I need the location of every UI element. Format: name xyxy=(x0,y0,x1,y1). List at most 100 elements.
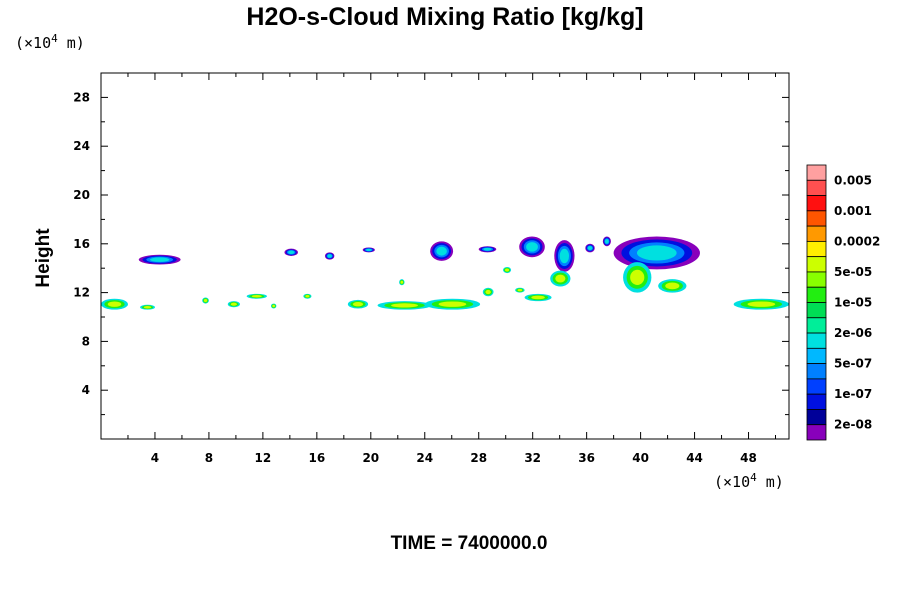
cloud-contour xyxy=(526,242,538,252)
x-tick-label: 48 xyxy=(740,451,757,465)
colorbar: 0.005 0.001 0.0002 5e-05 1e-05 2e-06 5e-07 1e-0… xyxy=(806,164,880,441)
colorbar-swatch xyxy=(806,347,827,365)
x-tick-label: 40 xyxy=(632,451,649,465)
colorbar-swatch xyxy=(806,363,827,380)
cloud-contour xyxy=(438,301,467,307)
colorbar-swatch xyxy=(806,424,827,441)
cloud-contour xyxy=(391,303,419,308)
cloud-feature-6 xyxy=(478,246,497,253)
cloud-contour xyxy=(143,306,152,309)
cloud-feature-18 xyxy=(202,297,209,304)
cloud-feature-27 xyxy=(515,287,525,293)
cloud-feature-2 xyxy=(284,248,298,256)
cloud-feature-7 xyxy=(519,236,545,258)
cloud-feature-24 xyxy=(377,301,432,310)
cloud-feature-11 xyxy=(613,236,700,270)
cloud-contour xyxy=(587,246,593,251)
colorbar-label: 0.005 xyxy=(834,173,872,187)
colorbar-swatch xyxy=(806,378,827,395)
cloud-feature-8 xyxy=(554,240,575,272)
cloud-contour xyxy=(505,268,510,272)
y-tick-label: 20 xyxy=(73,188,90,202)
colorbar-swatch xyxy=(806,393,827,410)
y-tick-label: 8 xyxy=(82,334,90,348)
colorbar-label: 2e-08 xyxy=(834,418,872,432)
cloud-contour xyxy=(436,246,447,256)
cloud-contour xyxy=(288,250,295,255)
colorbar-label: 5e-07 xyxy=(834,357,872,371)
cloud-contour xyxy=(305,295,310,298)
cloud-contour xyxy=(559,248,570,264)
cloud-feature-17 xyxy=(140,304,155,310)
colorbar-swatch xyxy=(806,240,827,258)
cloud-contour xyxy=(665,282,680,290)
cloud-contour xyxy=(747,301,776,307)
cloud-contour xyxy=(272,304,276,308)
cloud-feature-25 xyxy=(424,298,481,310)
y-tick-label: 12 xyxy=(73,286,90,300)
y-axis-label: Height xyxy=(33,228,54,288)
cloud-feature-26 xyxy=(482,287,494,297)
colorbar-label: 5e-05 xyxy=(834,265,872,279)
y-unit-label: (×104 m) xyxy=(15,32,85,52)
colorbar-label: 0.0002 xyxy=(834,234,880,248)
cloud-contour xyxy=(400,280,404,284)
cloud-feature-19 xyxy=(227,301,240,308)
y-tick-label: 28 xyxy=(73,90,90,104)
cloud-contour xyxy=(107,301,122,307)
x-tick-label: 16 xyxy=(308,451,325,465)
y-tick-label: 16 xyxy=(73,237,90,251)
cloud-contour xyxy=(150,257,170,262)
colorbar-swatch xyxy=(806,271,827,288)
cloud-feature-1 xyxy=(138,254,181,265)
y-tick-label: 24 xyxy=(73,139,90,153)
x-tick-label: 24 xyxy=(416,451,433,465)
cloud-contour xyxy=(605,239,609,244)
cloud-contour xyxy=(352,302,364,307)
x-tick-label: 20 xyxy=(362,451,379,465)
cloud-field-layer xyxy=(101,236,789,310)
x-tick-label: 12 xyxy=(255,451,272,465)
cloud-contour xyxy=(485,289,491,295)
cloud-contour xyxy=(630,269,645,285)
cloud-feature-5 xyxy=(430,241,454,261)
cloud-feature-20 xyxy=(246,293,267,299)
cloud-contour xyxy=(555,274,566,283)
x-tick-label: 32 xyxy=(524,451,541,465)
cloud-feature-30 xyxy=(733,298,789,310)
colorbar-swatch xyxy=(806,409,827,426)
x-unit-label: (×104 m) xyxy=(714,471,784,491)
cloud-contour xyxy=(517,288,523,292)
colorbar-swatch xyxy=(806,179,827,196)
colorbar-swatch xyxy=(806,195,827,212)
cloud-feature-21 xyxy=(270,303,277,309)
colorbar-label: 0.001 xyxy=(834,204,872,218)
colorbar-swatch xyxy=(806,225,827,242)
cloud-feature-13 xyxy=(623,262,652,293)
colorbar-label: 1e-05 xyxy=(834,296,872,310)
colorbar-label: 2e-06 xyxy=(834,326,872,340)
x-tick-label: 44 xyxy=(686,451,703,465)
colorbar-swatch xyxy=(806,286,827,303)
plot-frame xyxy=(100,72,790,440)
colorbar-swatch xyxy=(806,302,827,319)
cloud-feature-28 xyxy=(524,293,552,302)
cloud-contour xyxy=(483,247,492,251)
cloud-feature-3 xyxy=(324,252,335,260)
colorbar-swatch xyxy=(806,210,827,227)
cloud-contour xyxy=(251,295,262,298)
y-tick-label: 4 xyxy=(82,383,90,397)
cloud-feature-10 xyxy=(602,236,611,247)
x-tick-label: 28 xyxy=(470,451,487,465)
colorbar-label: 1e-07 xyxy=(834,387,872,401)
x-tick-label: 4 xyxy=(151,451,159,465)
time-label: TIME = 7400000.0 xyxy=(391,533,548,554)
x-tick-label: 36 xyxy=(578,451,595,465)
cloud-feature-9 xyxy=(585,243,595,253)
cloud-feature-4 xyxy=(362,247,375,253)
cloud-contour xyxy=(531,295,545,300)
cloud-feature-16 xyxy=(101,298,128,310)
cloud-feature-23 xyxy=(347,299,369,309)
